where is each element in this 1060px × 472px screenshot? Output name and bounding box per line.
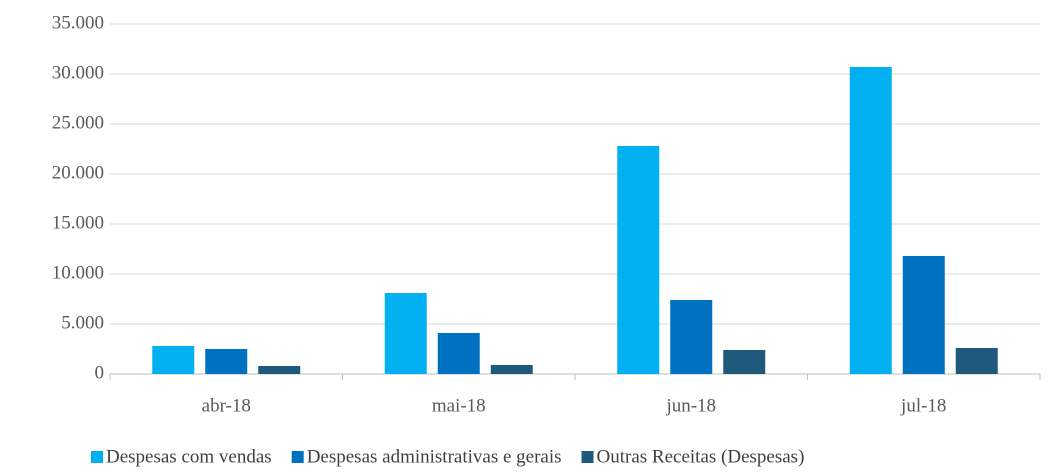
bar <box>902 256 945 374</box>
legend-label: Outras Receitas (Despesas) <box>597 446 805 467</box>
legend-swatch <box>581 451 594 463</box>
x-tick-label: jul-18 <box>900 395 946 416</box>
bar <box>723 350 766 374</box>
y-tick-label: 0 <box>95 362 105 383</box>
y-tick-label: 25.000 <box>52 112 104 133</box>
y-tick-label: 10.000 <box>52 262 104 283</box>
x-tick-label: mai-18 <box>432 395 486 416</box>
bar <box>955 348 998 374</box>
bar <box>617 146 660 374</box>
bar <box>490 365 533 374</box>
legend-label: Despesas com vendas <box>106 446 272 467</box>
bar <box>152 346 195 374</box>
y-tick-label: 15.000 <box>52 212 104 233</box>
bar <box>384 293 427 374</box>
bar <box>258 366 301 374</box>
legend: Despesas com vendas Despesas administrati… <box>91 446 804 467</box>
y-tick-label: 35.000 <box>52 12 104 33</box>
bar <box>437 333 480 374</box>
y-tick-label: 5.000 <box>61 312 104 333</box>
x-tick-label: abr-18 <box>202 395 251 416</box>
bar <box>670 300 713 374</box>
legend-swatch <box>91 451 103 463</box>
legend-swatch <box>291 451 304 463</box>
y-tick-label: 30.000 <box>52 62 104 83</box>
y-tick-label: 20.000 <box>52 162 104 183</box>
bar <box>205 349 248 374</box>
x-tick-label: jun-18 <box>665 395 716 416</box>
bar <box>849 67 892 374</box>
legend-label: Despesas administrativas e gerais <box>307 446 562 467</box>
